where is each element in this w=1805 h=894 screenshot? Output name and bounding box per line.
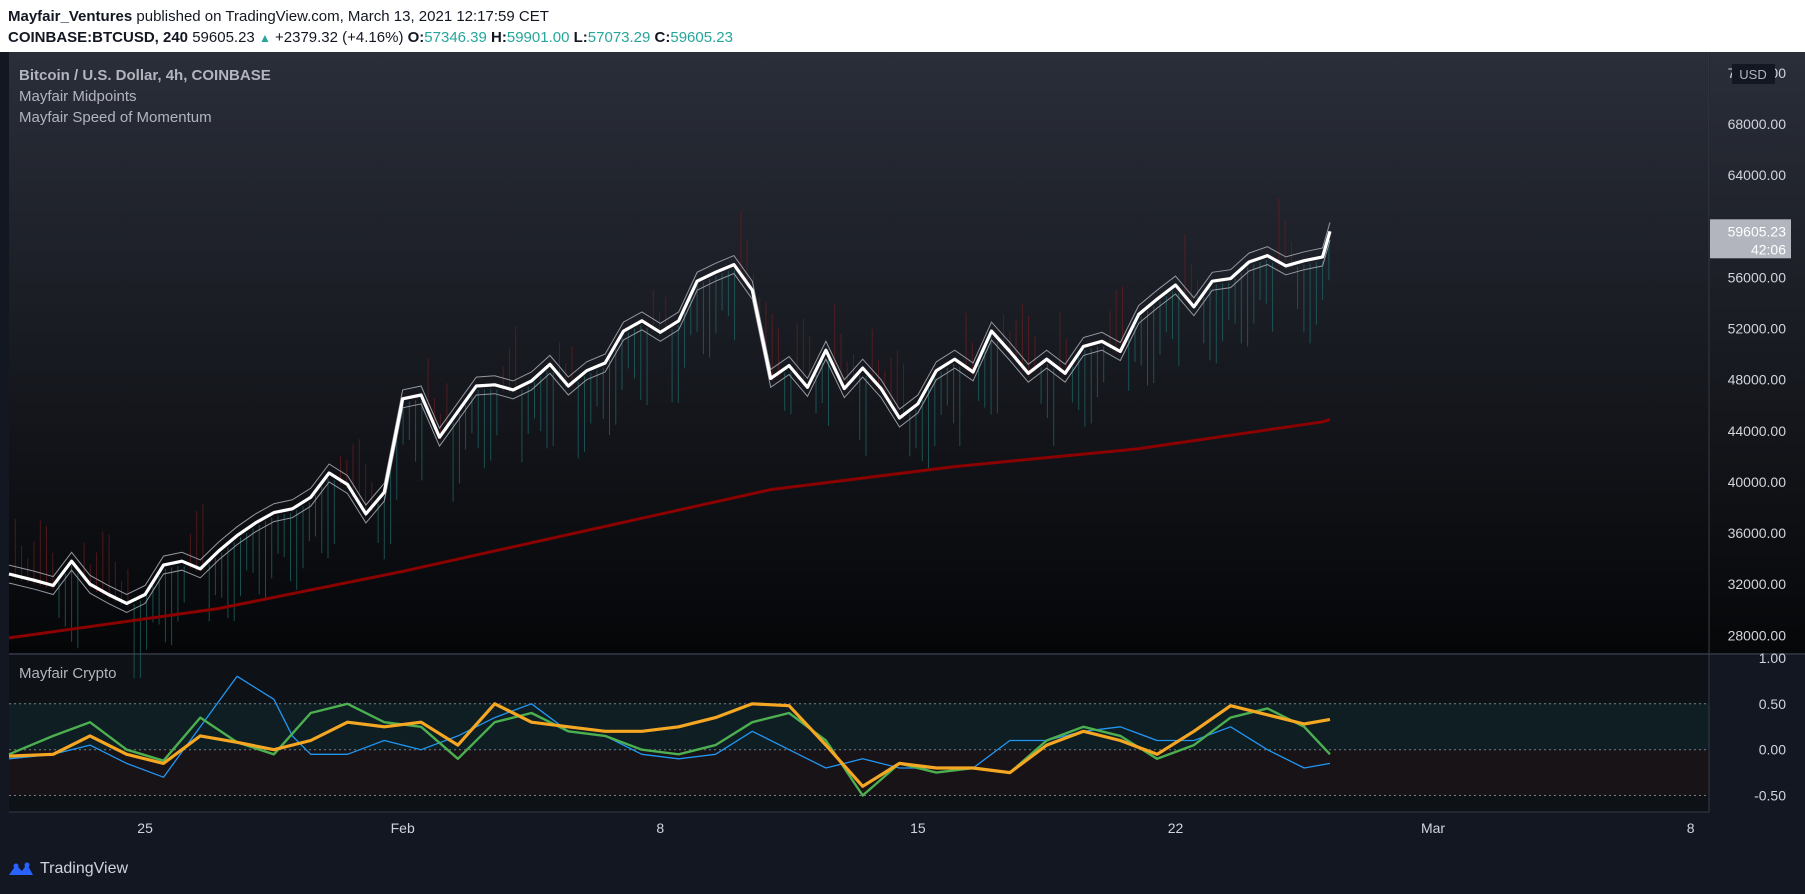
brand-label: TradingView bbox=[40, 860, 129, 877]
time-axis-tick: 8 bbox=[656, 820, 664, 836]
indicator-legend-momentum[interactable]: Mayfair Speed of Momentum bbox=[19, 109, 212, 126]
time-axis-tick: 8 bbox=[1687, 820, 1695, 836]
time-axis-tick: 25 bbox=[137, 820, 153, 836]
oscillator-pane bbox=[8, 675, 1709, 797]
last-price-marker-value: 59605.23 bbox=[1728, 223, 1787, 239]
oscillator-axis-background bbox=[1710, 655, 1805, 812]
currency-badge[interactable] bbox=[1732, 64, 1775, 84]
oscillator-orange-line bbox=[8, 702, 1331, 788]
open-value: 57346.39 bbox=[424, 29, 487, 46]
symbol: COINBASE:BTCUSD, 240 bbox=[8, 29, 189, 46]
oscillator-axis-tick: 0.00 bbox=[1759, 742, 1786, 758]
high-value: 59901.00 bbox=[506, 29, 570, 46]
tradingview-logo-icon bbox=[9, 862, 33, 875]
tradingview-brand[interactable]: TradingView bbox=[8, 860, 128, 878]
price-axis-tick: 68000.00 bbox=[1728, 116, 1787, 132]
published-text: published on TradingView.com, March 13, … bbox=[136, 8, 549, 25]
upper-envelope-line bbox=[8, 222, 1331, 596]
currency-label: USD bbox=[1739, 67, 1766, 82]
low-label: L: bbox=[573, 29, 588, 46]
price-line bbox=[8, 230, 1332, 605]
last-price-marker bbox=[1710, 219, 1791, 259]
oscillator-blue-line bbox=[8, 675, 1331, 778]
last-price: 59605.23 bbox=[192, 29, 255, 46]
ohlc-line: COINBASE:BTCUSD, 240 59605.23 ▲ +2379.32… bbox=[8, 29, 733, 46]
oscillator-axis-tick: 0.50 bbox=[1759, 696, 1786, 712]
axes: 72000.0068000.0064000.0056000.0052000.00… bbox=[137, 65, 1787, 836]
oscillator-axis-tick: 1.00 bbox=[1759, 650, 1786, 666]
chart-header: Mayfair_Ventures published on TradingVie… bbox=[0, 0, 1805, 52]
price-change: +2379.32 (+4.16%) bbox=[275, 29, 404, 46]
up-arrow-icon: ▲ bbox=[258, 31, 271, 45]
main-pane-background bbox=[9, 52, 1709, 653]
price-axis-tick: 28000.00 bbox=[1728, 627, 1787, 643]
indicator-legend-midpoints[interactable]: Mayfair Midpoints bbox=[19, 88, 137, 105]
lower-envelope-line bbox=[8, 240, 1331, 613]
price-axis-tick: 36000.00 bbox=[1728, 525, 1787, 541]
open-label: O: bbox=[407, 29, 425, 46]
close-value: 59605.23 bbox=[670, 29, 733, 46]
time-axis-tick: Mar bbox=[1421, 820, 1445, 836]
footer: TradingView bbox=[0, 846, 1805, 894]
chart-canvas[interactable]: 72000.0068000.0064000.0056000.0052000.00… bbox=[0, 0, 1805, 846]
oscillator-legend[interactable]: Mayfair Crypto bbox=[19, 665, 117, 682]
high-label: H: bbox=[491, 29, 507, 46]
price-axis-tick: 56000.00 bbox=[1728, 269, 1787, 285]
time-axis-background[interactable] bbox=[9, 812, 1709, 846]
price-axis-background[interactable] bbox=[1710, 52, 1805, 653]
price-axis-tick: 64000.00 bbox=[1728, 167, 1787, 183]
oscillator-negative-band bbox=[9, 750, 1709, 795]
main-legend-title[interactable]: Bitcoin / U.S. Dollar, 4h, COINBASE bbox=[19, 67, 271, 84]
price-axis-tick: 32000.00 bbox=[1728, 576, 1787, 592]
author-name[interactable]: Mayfair_Ventures bbox=[8, 8, 133, 25]
price-axis-tick: 48000.00 bbox=[1728, 372, 1787, 388]
oscillator-positive-band bbox=[9, 703, 1709, 750]
publish-line: Mayfair_Ventures published on TradingVie… bbox=[8, 8, 549, 25]
countdown-timer: 42:06 bbox=[1751, 241, 1786, 257]
price-axis-tick: 52000.00 bbox=[1728, 321, 1787, 337]
moving-average-line bbox=[8, 417, 1331, 640]
price-axis-tick: 40000.00 bbox=[1728, 474, 1787, 490]
oscillator-axis-tick: -0.50 bbox=[1754, 788, 1786, 804]
low-value: 57073.29 bbox=[587, 29, 651, 46]
main-pane bbox=[8, 198, 1332, 679]
price-axis-tick: 44000.00 bbox=[1728, 423, 1787, 439]
close-label: C: bbox=[654, 29, 671, 46]
time-axis-tick: Feb bbox=[391, 820, 415, 836]
time-axis-tick: 15 bbox=[910, 820, 926, 836]
time-axis-tick: 22 bbox=[1168, 820, 1184, 836]
